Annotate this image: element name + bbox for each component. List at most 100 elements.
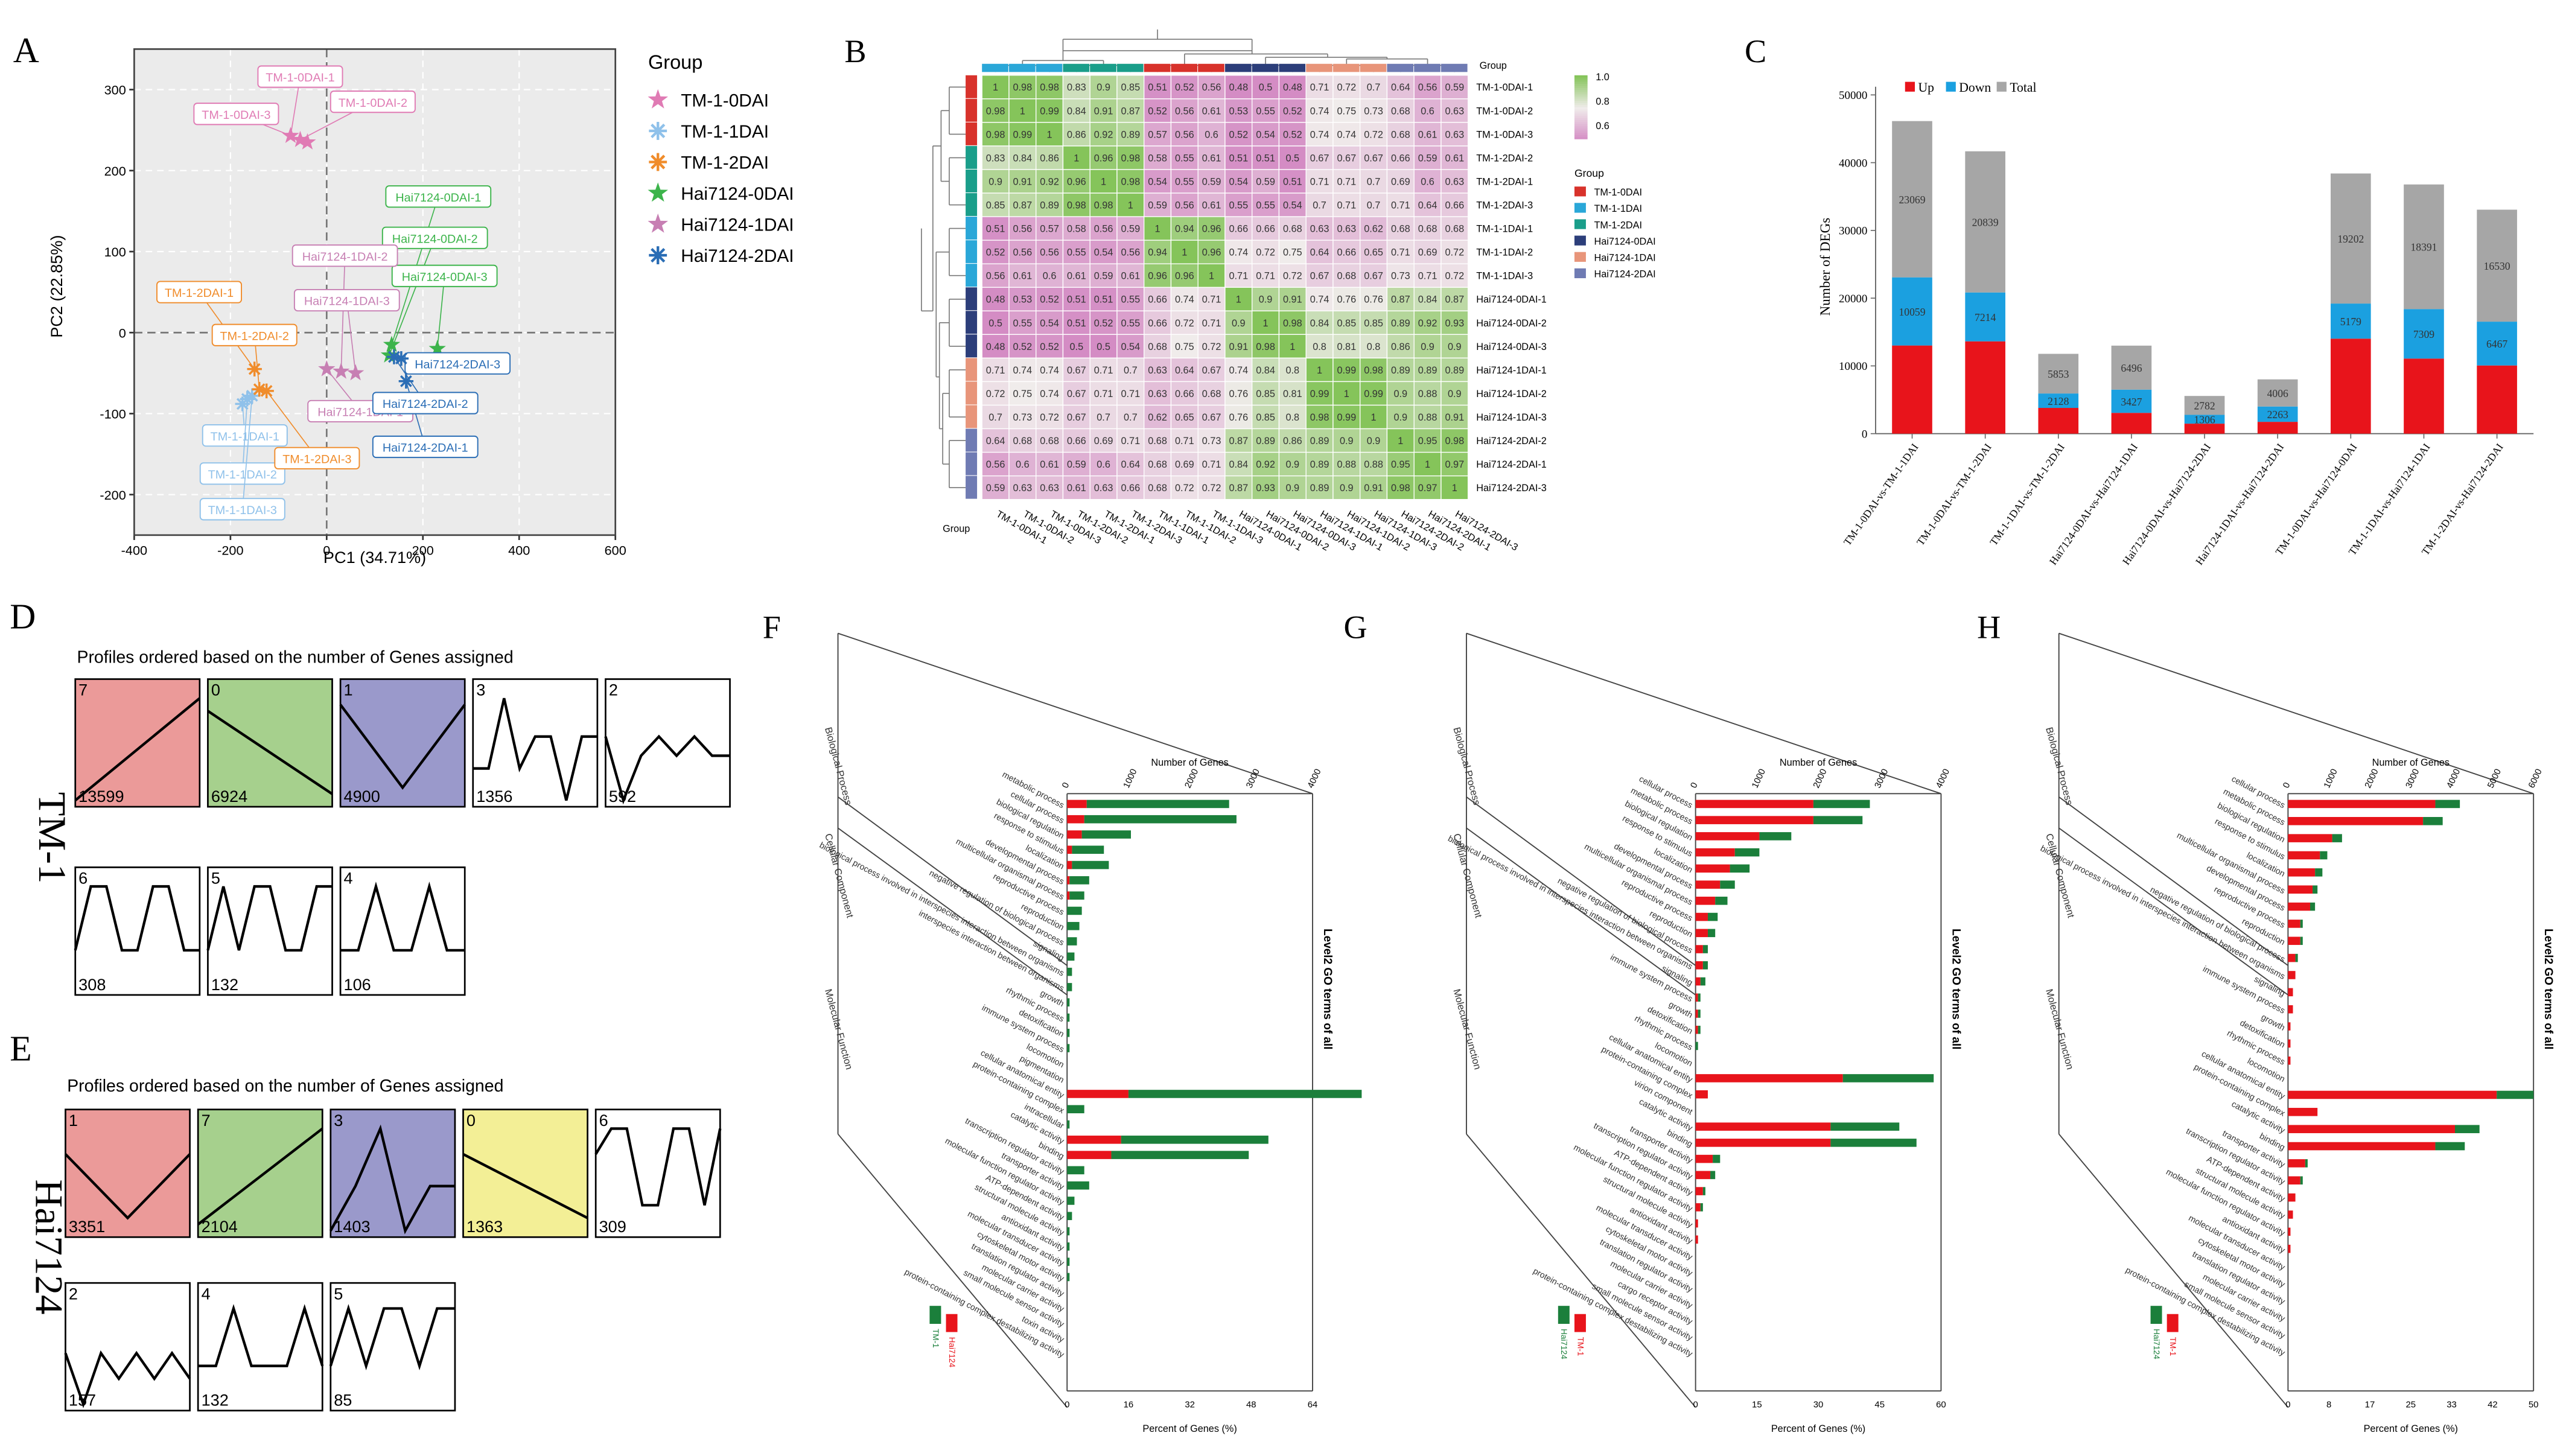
heatmap-cell: [1089, 334, 1118, 359]
heatmap-cell-value: 0.67: [1310, 271, 1329, 282]
pca-legend-star: [648, 89, 668, 109]
heatmap-cell-value: 0.63: [1148, 389, 1167, 399]
heatmap-cell: [1332, 404, 1361, 430]
heatmap-cell-value: 0.57: [1040, 224, 1059, 235]
heatmap-cell-value: 0.88: [1418, 412, 1437, 423]
profile-id: 6: [599, 1111, 608, 1130]
heatmap-cell: [1089, 428, 1118, 453]
heatmap-cell-value: 0.59: [1256, 176, 1275, 187]
heatmap-cell: [1305, 216, 1334, 241]
heatmap-cell-value: 0.72: [1445, 271, 1464, 282]
pca-label-box: [291, 244, 398, 267]
heatmap-group-legend-label: Hai7124-1DAI: [1594, 253, 1655, 264]
heatmap-cell-value: 0.65: [1364, 247, 1383, 258]
go-bar-red: [1695, 800, 1813, 809]
profile-id: 7: [78, 681, 88, 699]
heatmap-cell: [1008, 216, 1037, 241]
pca-point-asterisk: [252, 381, 267, 397]
heatmap-colorbar-step: [1574, 103, 1588, 106]
heatmap-cell-value: 0.74: [1229, 365, 1248, 376]
go-bar-red: [2288, 1108, 2318, 1116]
heatmap-cell-value: 0.86: [1040, 153, 1059, 164]
heatmap-cell-value: 0.9: [989, 176, 1002, 187]
go-category-separator: [2058, 796, 2288, 966]
go-bar-red: [2288, 816, 2424, 825]
go-bar-green: [1830, 1122, 1900, 1131]
heatmap-colorbar-step: [1574, 81, 1588, 84]
pca-point-star: [299, 133, 316, 150]
heatmap-cell-value: 0.97: [1445, 459, 1464, 470]
heatmap-row-group-bar: [966, 405, 978, 428]
heatmap-cell-value: 0.84: [1418, 294, 1437, 305]
heatmap-cell-value: 0.48: [986, 342, 1005, 352]
heatmap-cell: [1144, 122, 1172, 147]
heatmap-cell: [981, 169, 1010, 194]
heatmap-cell: [1062, 192, 1090, 217]
degs-bar-up: [2257, 422, 2298, 434]
degs-bar-up: [1892, 345, 1932, 434]
degs-bar-total: [2111, 345, 2152, 390]
heatmap-cell-value: 0.68: [1391, 106, 1410, 116]
heatmap-cell: [1116, 475, 1145, 500]
heatmap-cell-value: 0.67: [1364, 271, 1383, 282]
heatmap-cell-value: 0.96: [1175, 271, 1194, 282]
heatmap-cell: [1008, 287, 1037, 311]
heatmap-cell: [1278, 310, 1307, 335]
go-bar-red: [1067, 876, 1070, 885]
pca-legend-title: Group: [648, 51, 702, 73]
heatmap-cell-value: 0.61: [1445, 153, 1464, 164]
hai7124-profiles: 1 3351 7 2104 3 1403 0 1363 6 309 2 157 4 132 5 85: [64, 1108, 722, 1412]
heatmap-cell-value: 0.64: [1391, 82, 1410, 93]
go-bar-red: [1695, 848, 1735, 857]
pca-y-tick-label: 200: [104, 164, 126, 179]
heatmap-cell-value: 0.72: [1040, 412, 1059, 423]
pca-point-label: TM-1-1DAI-2: [208, 468, 277, 482]
pca-point-label: TM-1-2DAI-1: [165, 287, 234, 300]
go-bar-green: [1067, 1273, 1070, 1282]
heatmap-cell: [1305, 263, 1334, 288]
heatmap-cell-value: 0.99: [1337, 365, 1356, 376]
heatmap-cell: [1197, 404, 1226, 430]
heatmap-cell-value: 0.81: [1337, 342, 1356, 352]
heatmap-cell: [1441, 475, 1469, 500]
heatmap-cell: [1062, 169, 1090, 194]
heatmap-cell-value: 0.63: [1337, 224, 1356, 235]
go-bar-red: [1695, 897, 1716, 905]
heatmap-cell: [1252, 451, 1280, 477]
panel-a-letter: A: [13, 30, 39, 70]
heatmap-cell-value: 0.66: [1175, 389, 1194, 399]
heatmap-cell: [1197, 192, 1226, 217]
heatmap-cell-value: 0.91: [1013, 176, 1032, 187]
pca-label-box: [257, 65, 343, 88]
go-bar-green: [2423, 816, 2443, 825]
heatmap-cell: [1197, 263, 1226, 288]
heatmap-cell-value: 0.68: [1391, 224, 1410, 235]
heatmap-cell-value: 0.54: [1229, 176, 1248, 187]
heatmap-cell: [1252, 428, 1280, 453]
heatmap-cell: [1089, 216, 1118, 241]
degs-y-tick-label: 10000: [1839, 360, 1867, 373]
heatmap-cell-value: 0.67: [1310, 153, 1329, 164]
heatmap-cell-value: 1: [1452, 483, 1457, 494]
heatmap-cell-value: 0.61: [1013, 271, 1032, 282]
heatmap-cell-value: 0.94: [1175, 224, 1194, 235]
go-bar-green: [1072, 845, 1104, 854]
heatmap-colorbar-step: [1574, 124, 1588, 127]
heatmap-cell-value: 0.66: [1229, 224, 1248, 235]
pca-label-leader: [241, 395, 253, 509]
heatmap-cell: [1062, 263, 1090, 288]
heatmap-cell-value: 0.71: [986, 365, 1005, 376]
go-bar-green: [1067, 1212, 1072, 1221]
profile-box: [339, 866, 466, 996]
go-bar-green: [1067, 1105, 1084, 1114]
profile-count: 6924: [211, 787, 247, 806]
heatmap-row-label: Hai7124-0DAI-3: [1476, 342, 1547, 352]
pca-label-box: [211, 323, 298, 346]
profile-line: [329, 1124, 455, 1235]
heatmap-cell: [1089, 287, 1118, 311]
heatmap-cell: [981, 145, 1010, 170]
heatmap-cell-value: 0.56: [986, 271, 1005, 282]
heatmap-cell: [1036, 263, 1064, 288]
heatmap-cell-value: 0.5: [1259, 82, 1273, 93]
heatmap-cell-value: 0.86: [1067, 129, 1086, 140]
